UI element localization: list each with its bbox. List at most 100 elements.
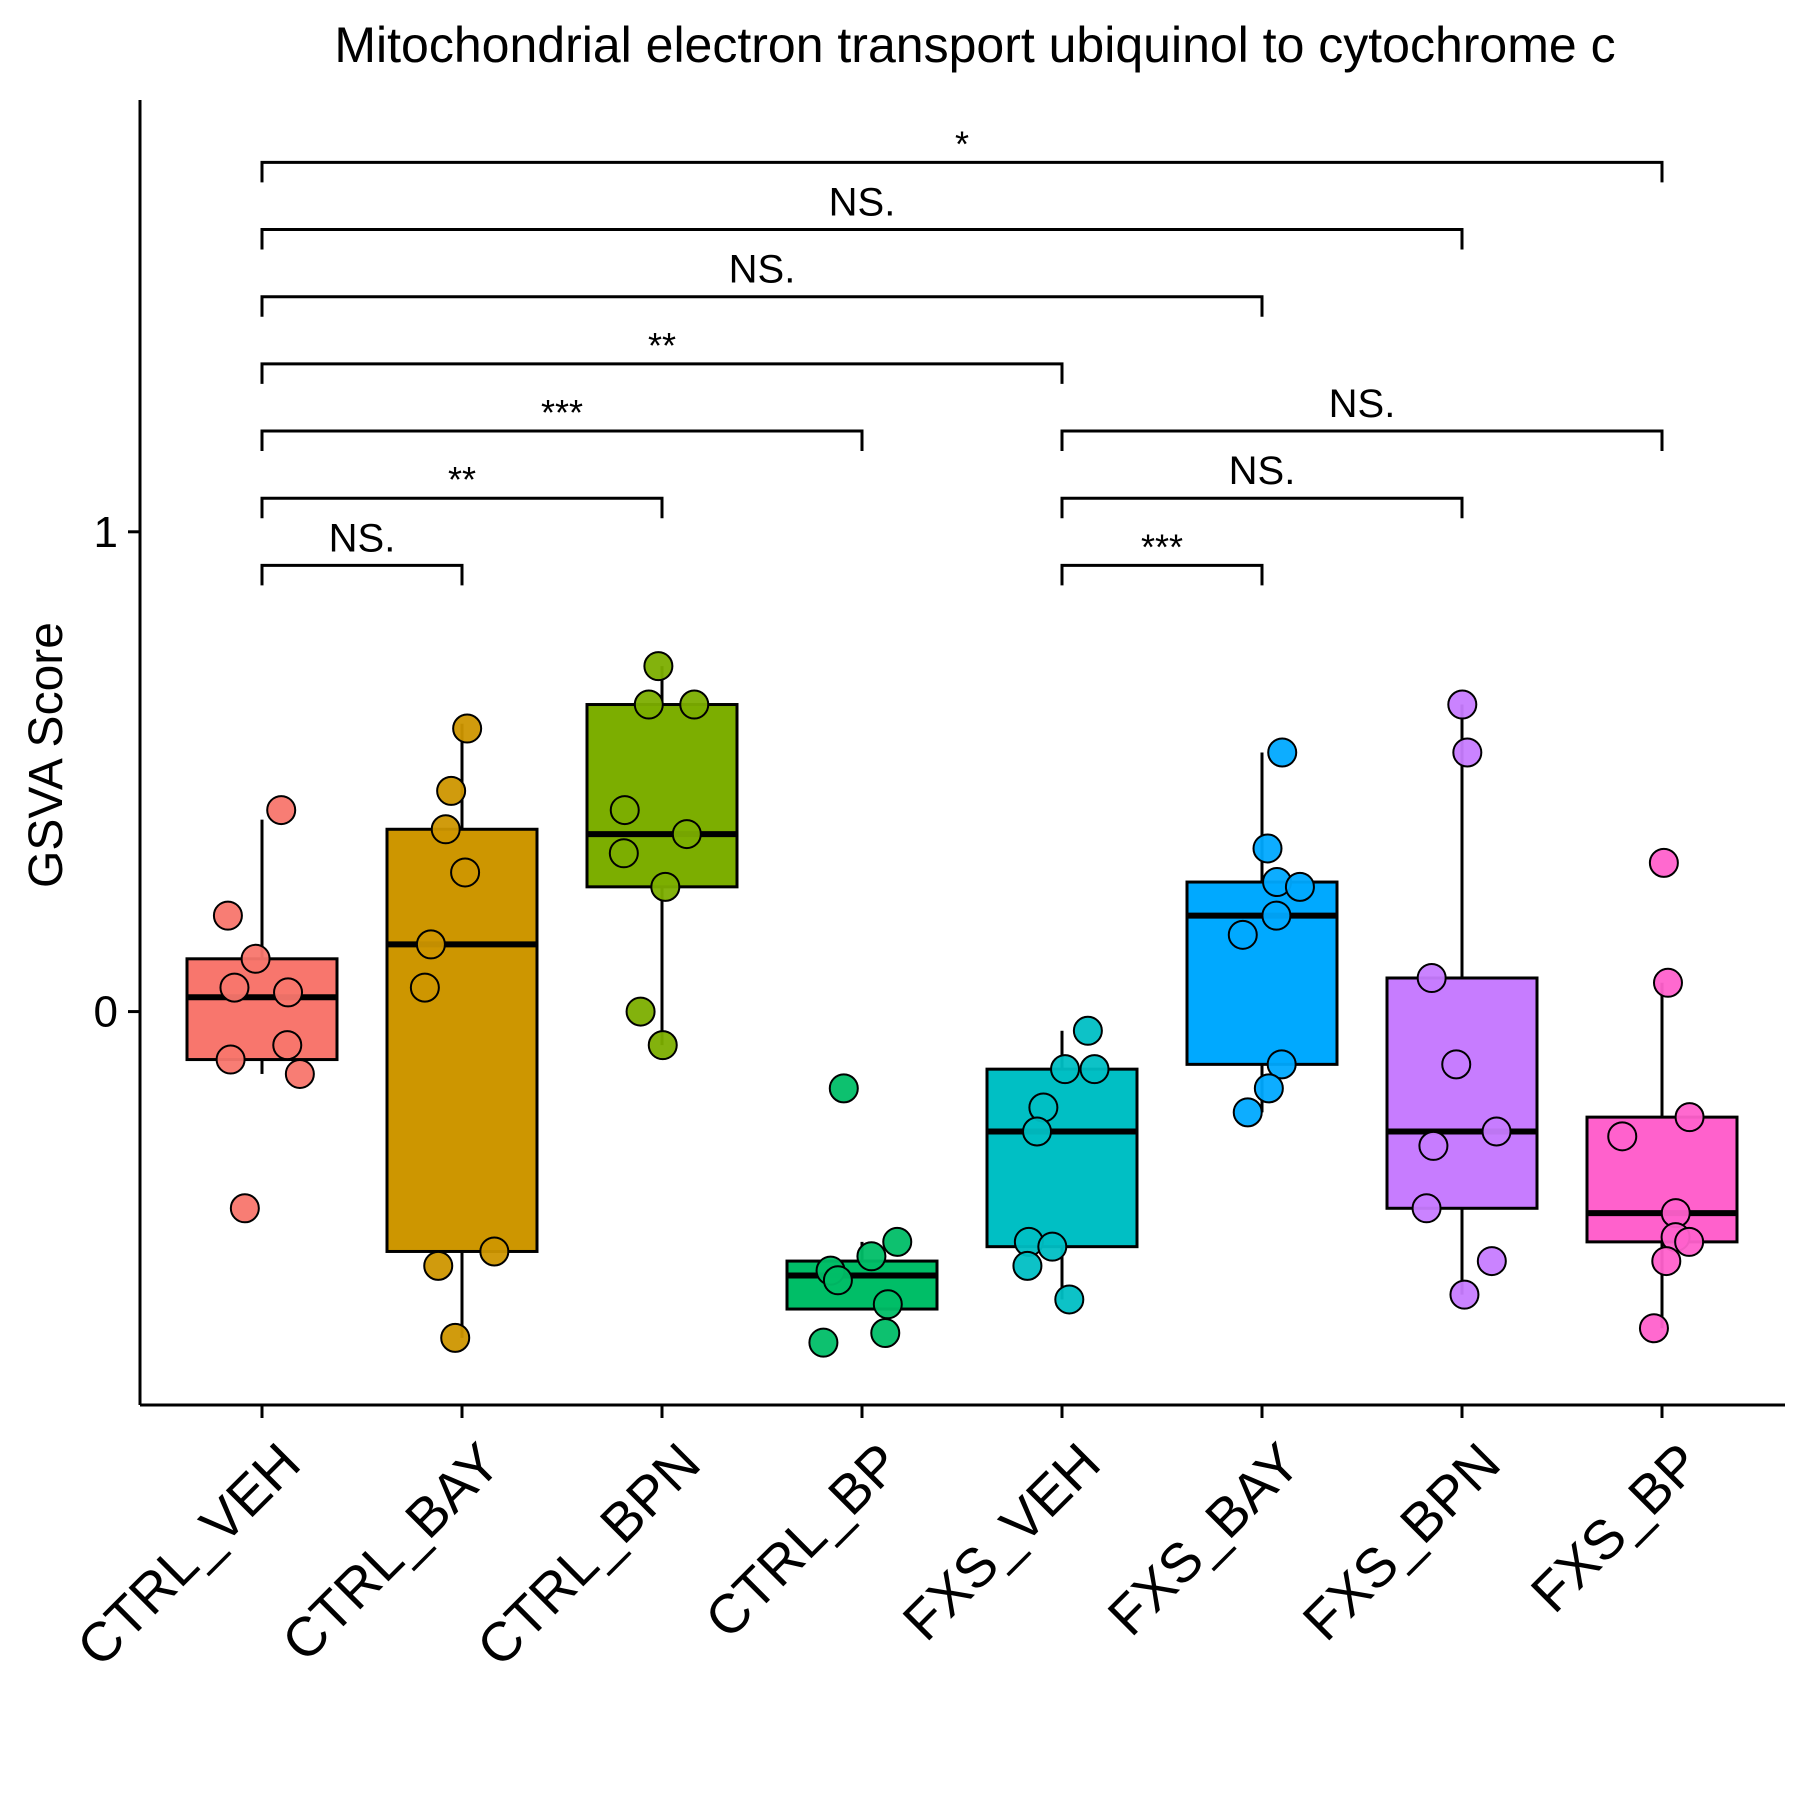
significance-label: ** [648,325,676,366]
data-point [1481,1116,1512,1147]
data-point [1652,967,1683,998]
significance-label: * [955,123,969,164]
data-point [1079,1054,1110,1085]
data-point [1648,847,1679,878]
data-point [671,819,702,850]
data-point [1252,833,1283,864]
significance-label: *** [541,392,583,433]
significance-label: *** [1141,526,1183,567]
x-tick-label: CTRL_VEH [65,1431,312,1678]
box-group-fxs-bay [1185,737,1339,1128]
box [185,957,339,1062]
data-point [647,1030,678,1061]
data-point [284,1058,315,1089]
significance-bracket: ** [260,325,1064,384]
data-point [423,1250,454,1281]
bracket-line [260,160,1664,183]
box-group-fxs-veh [985,1015,1139,1315]
data-point [633,689,664,720]
data-point [1253,1073,1284,1104]
significance-bracket: *** [1060,526,1264,586]
box [585,703,739,889]
box [785,1259,939,1311]
data-point [643,651,674,682]
data-point [272,1030,303,1061]
x-tick-label: FXS_VEH [891,1431,1112,1652]
data-point [1674,1102,1705,1133]
x-tick-label: FXS_BPN [1291,1431,1512,1652]
data-point [1267,737,1298,768]
data-point [609,795,640,826]
data-point [1054,1284,1085,1315]
significance-label: NS. [729,248,796,292]
data-point [808,1327,839,1358]
data-point [219,972,250,1003]
bracket-line [1060,496,1464,519]
significance-bracket: ** [260,459,664,519]
data-point [229,1193,260,1224]
significance-bracket: NS. [1060,382,1664,452]
plot-area [185,651,1739,1358]
data-point [1022,1116,1053,1147]
x-tick-label: CTRL_BP [693,1431,912,1650]
significance-label: NS. [1329,382,1396,426]
bracket-line [260,295,1264,317]
bracket-line [260,496,664,519]
data-point [440,1322,471,1353]
data-point [1638,1313,1669,1344]
significance-bracket: NS. [260,248,1264,317]
data-point [1411,1193,1442,1224]
data-point [608,838,639,869]
box [1185,880,1339,1066]
data-point [882,1226,913,1257]
bracket-line [1060,563,1264,586]
significance-bracket: NS. [1060,449,1464,519]
data-point [1261,900,1292,931]
data-point [436,775,467,806]
data-point [409,972,440,1003]
y-tick-label: 0 [94,988,118,1037]
bracket-line [260,362,1064,384]
data-point [625,996,656,1027]
bracket-line [260,563,464,586]
box-group-ctrl-bay [385,713,539,1353]
axes: 01CTRL_VEHCTRL_BAYCTRL_BPNCTRL_BPFXS_VEH… [65,100,1785,1678]
box-group-ctrl-bp [785,1073,939,1358]
data-point [1418,1130,1449,1161]
significance-brackets: NS.*******NS.NS.****NS.NS. [260,123,1664,586]
data-point [856,1241,887,1272]
y-axis-title: GSVA Score [20,622,73,888]
box [385,827,539,1253]
data-point [822,1265,853,1296]
y-tick-label: 1 [94,508,118,557]
bracket-line [1060,429,1664,452]
data-point [215,1044,246,1075]
significance-bracket: NS. [260,516,464,586]
data-point [870,1318,901,1349]
significance-bracket: NS. [260,181,1464,250]
data-point [1452,737,1483,768]
data-point [1232,1097,1263,1128]
x-tick-label: FXS_BAY [1096,1431,1312,1647]
box-group-fxs-bp [1585,847,1739,1344]
bracket-line [260,228,1464,250]
data-point [1037,1231,1068,1262]
data-point [1050,1054,1081,1085]
data-point [828,1073,859,1104]
data-point [430,814,461,845]
significance-label: NS. [829,181,896,225]
box [1385,976,1539,1210]
significance-label: NS. [1229,449,1296,493]
data-point [1607,1121,1638,1152]
box [985,1067,1139,1249]
data-point [1447,689,1478,720]
data-point [1266,1049,1297,1080]
chart-title: Mitochondrial electron transport ubiquin… [334,17,1615,73]
data-point [479,1236,510,1267]
significance-label: NS. [329,516,396,560]
bracket-line [260,429,864,452]
data-point [1449,1279,1480,1310]
data-point [415,929,446,960]
data-point [679,689,710,720]
